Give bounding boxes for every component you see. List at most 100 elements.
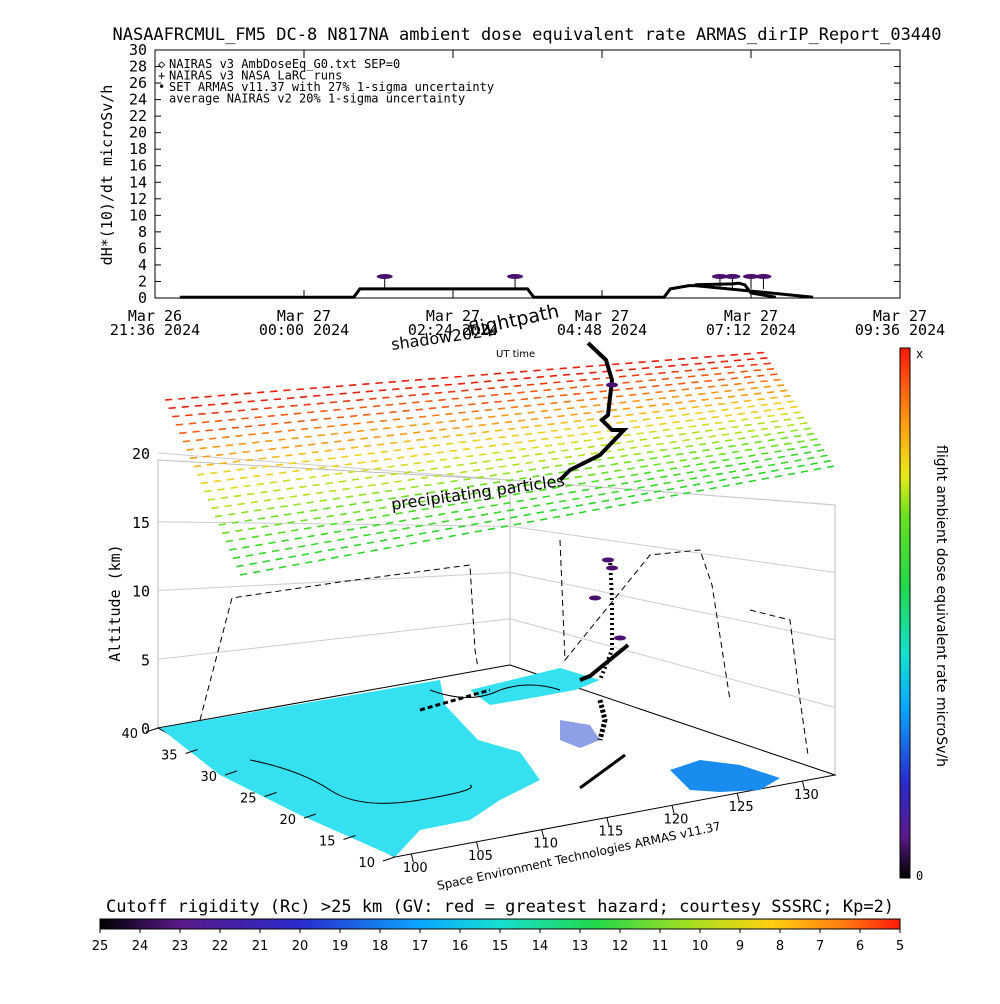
- sheet-row: [225, 443, 821, 543]
- sheet-row: [239, 465, 835, 576]
- sheet-row: [236, 459, 831, 568]
- colorbar-max-label: x: [916, 347, 923, 361]
- altitude-tick-label: 20: [132, 445, 150, 463]
- wall-gridline: [509, 572, 836, 641]
- flight-dose-marker: [602, 557, 614, 563]
- chart-title: NASAAFRCMUL_FM5 DC-8 N817NA ambient dose…: [112, 25, 941, 45]
- colorbar-min-label: 0: [916, 869, 923, 883]
- y-tick-label: 16: [129, 157, 147, 175]
- map-patch: [560, 720, 600, 748]
- longitude-tick: [736, 793, 740, 802]
- sheet-row: [204, 411, 801, 493]
- latitude-ticks: 40 35 30 25 20 15 10: [121, 727, 396, 871]
- flight-track-upper: [558, 341, 629, 482]
- rigidity-tick-label: 5: [896, 939, 904, 954]
- y-tick-label: 20: [129, 124, 147, 142]
- x-tick-label-time: 02:24 2024: [408, 321, 498, 339]
- y-tick-label: 26: [129, 74, 147, 92]
- altitude-axis-label: Altitude (km): [106, 544, 124, 661]
- y-tick-label: 6: [138, 239, 147, 257]
- y-tick-label: 28: [129, 58, 147, 76]
- latitude-tick-label: 40: [121, 727, 138, 742]
- sheet-row: [164, 351, 765, 401]
- sheet-row: [207, 416, 805, 501]
- latitude-tick-label: 20: [279, 813, 296, 828]
- y-tick-label: 0: [138, 289, 147, 307]
- cutoff-rigidity-title: Cutoff rigidity (Rc) >25 km (GV: red = g…: [106, 897, 894, 917]
- sheet-row: [221, 438, 818, 535]
- longitude-tick-label: 110: [533, 837, 558, 852]
- latitude-tick: [303, 813, 317, 819]
- plot-frame: [154, 49, 901, 299]
- sheet-row: [193, 394, 791, 468]
- rigidity-tick-label: 24: [132, 939, 149, 954]
- x-tick-label-date: Mar 27: [575, 307, 629, 325]
- rigidity-tick-label: 12: [612, 939, 629, 954]
- y-tick-label: 18: [129, 140, 147, 158]
- series-group: [179, 274, 814, 299]
- rigidity-tick-label: 9: [736, 939, 744, 954]
- y-axis-label: dH*(10)/dt microSv/h: [98, 85, 116, 266]
- flight-dose-marker: [589, 595, 601, 601]
- x-tick-label-time: 04:48 2024: [557, 321, 647, 339]
- wall-gridline: [157, 572, 511, 591]
- longitude-tick-label: 115: [598, 825, 623, 840]
- flight-track-vertical: [598, 557, 614, 681]
- flight-dose-marker: [614, 635, 626, 641]
- latitude-tick: [382, 856, 396, 862]
- x-tick-label-time: 00:00 2024: [259, 321, 349, 339]
- legend: ◇ NAIRAS v3 AmbDoseEq_G0.txt SEP=0 + NAIRAS…: [158, 57, 494, 106]
- longitude-tick-label: 100: [403, 861, 428, 876]
- rigidity-tick-label: 17: [412, 939, 429, 954]
- y-tick-label: 8: [138, 223, 147, 241]
- x-tick-label-date: Mar 27: [277, 307, 331, 325]
- sheet-row: [214, 427, 811, 518]
- rigidity-tick-label: 8: [776, 939, 784, 954]
- altitude-tick-label: 5: [141, 651, 150, 669]
- latitude-tick: [145, 727, 159, 733]
- land-region: [160, 680, 540, 857]
- rigidity-tick-label: 21: [252, 939, 269, 954]
- series-nairas-v3-larc: [695, 281, 777, 299]
- sheet-row: [168, 357, 768, 410]
- rigidity-tick-label: 19: [332, 939, 349, 954]
- x-tick-label-time: 07:12 2024: [706, 321, 796, 339]
- legend-symbol: •: [158, 80, 165, 94]
- y-tick-label: 24: [129, 91, 147, 109]
- longitude-tick-label: 125: [729, 800, 754, 815]
- longitude-tick: [671, 805, 675, 814]
- flight-track-ground: [597, 699, 608, 741]
- longitude-ticks: 100 105 110 115 120 125 130: [403, 780, 819, 876]
- colorbar-title: flight ambient dose equivalent rate micr…: [933, 445, 949, 767]
- annotation-ut-time: UT time: [496, 349, 535, 360]
- flight-track-descent: [579, 643, 630, 682]
- rigidity-tick-label: 14: [532, 939, 549, 954]
- flight-path: [419, 341, 630, 790]
- longitude-tick-label: 130: [794, 788, 819, 803]
- sheet-row: [229, 449, 825, 551]
- longitude-tick-label: 120: [664, 812, 689, 827]
- rigidity-tick-label: 15: [492, 939, 509, 954]
- sheet-row: [200, 405, 798, 485]
- rigidity-tick-label: 13: [572, 939, 589, 954]
- land-region-north: [470, 668, 600, 705]
- armas-point: [711, 274, 728, 280]
- sheet-row: [197, 400, 795, 476]
- sheet-row: [182, 378, 781, 443]
- longitude-tick: [475, 841, 479, 850]
- wall-gridline: [157, 618, 511, 660]
- altitude-ticks: 0 5 10 15 20: [132, 445, 150, 738]
- x-tick-label-time: 21:36 2024: [110, 321, 200, 339]
- longitude-tick: [541, 829, 545, 838]
- flight-track-south: [579, 753, 626, 790]
- flight-track-west: [419, 688, 491, 712]
- sheet-row: [218, 432, 815, 526]
- islands-east: [670, 760, 780, 792]
- altitude-tick-label: 0: [141, 720, 150, 738]
- y-tick-label: 10: [129, 206, 147, 224]
- rigidity-colorbar: [99, 918, 901, 930]
- legend-symbol: +: [158, 69, 165, 83]
- dose-rate-sheet: [164, 351, 835, 576]
